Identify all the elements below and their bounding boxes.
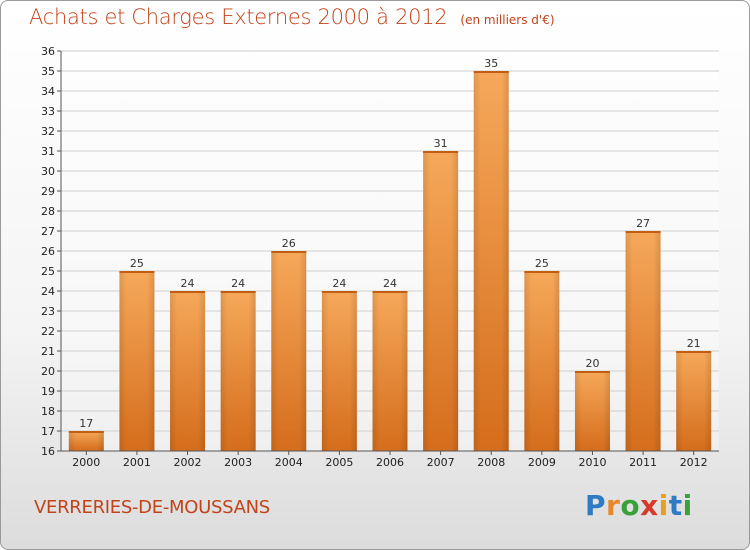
- x-tick-label: 2007: [427, 456, 455, 469]
- y-tick-label: 22: [41, 325, 55, 338]
- x-tick-label: 2011: [629, 456, 657, 469]
- logo-letter: x: [640, 489, 659, 522]
- x-tick-label: 2000: [72, 456, 100, 469]
- logo-letter: P: [585, 489, 607, 522]
- y-tick-label: 28: [41, 205, 55, 218]
- y-tick-label: 31: [41, 145, 55, 158]
- bar-top-edge: [271, 251, 307, 253]
- bar-value-label: 17: [79, 417, 93, 430]
- bar-top-edge: [119, 271, 155, 273]
- y-tick-label: 34: [41, 85, 55, 98]
- y-tick-label: 36: [41, 45, 55, 58]
- bar-top-edge: [321, 291, 357, 293]
- x-tick-label: 2004: [275, 456, 303, 469]
- bar-shade: [119, 271, 155, 451]
- bar-shade: [574, 371, 610, 451]
- x-tick-label: 2012: [680, 456, 708, 469]
- chart-title: Achats et Charges Externes 2000 à 2012: [29, 5, 448, 29]
- logo-letter: i: [658, 489, 669, 522]
- y-tick-label: 24: [41, 285, 55, 298]
- bar-shade: [676, 351, 712, 451]
- chart-title-block: Achats et Charges Externes 2000 à 2012 (…: [29, 5, 555, 29]
- y-tick-label: 19: [41, 385, 55, 398]
- bar-top-edge: [423, 151, 459, 153]
- y-tick-label: 20: [41, 365, 55, 378]
- bar-value-label: 20: [585, 357, 599, 370]
- bar-top-edge: [574, 371, 610, 373]
- y-tick-label: 33: [41, 105, 55, 118]
- bar-value-label: 24: [332, 277, 346, 290]
- bar-top-edge: [220, 291, 256, 293]
- y-tick-label: 23: [41, 305, 55, 318]
- y-tick-label: 26: [41, 245, 55, 258]
- bar-top-edge: [170, 291, 206, 293]
- bar-value-label: 31: [434, 137, 448, 150]
- x-tick-label: 2008: [477, 456, 505, 469]
- bar-shade: [170, 291, 206, 451]
- bar-shade: [372, 291, 408, 451]
- bar-shade: [473, 71, 509, 451]
- bar-top-edge: [68, 431, 104, 433]
- bar-shade: [220, 291, 256, 451]
- logo-letter: t: [668, 489, 683, 522]
- bar-shade: [271, 251, 307, 451]
- bar-shade: [423, 151, 459, 451]
- bar-shade: [321, 291, 357, 451]
- bar-top-edge: [473, 71, 509, 73]
- bar-shade: [524, 271, 560, 451]
- bar-value-label: 35: [484, 57, 498, 70]
- bar-value-label: 21: [687, 337, 701, 350]
- bar-top-edge: [676, 351, 712, 353]
- y-tick-label: 29: [41, 185, 55, 198]
- x-tick-label: 2002: [174, 456, 202, 469]
- bar-value-label: 24: [383, 277, 397, 290]
- bar-value-label: 25: [130, 257, 144, 270]
- bar-top-edge: [524, 271, 560, 273]
- bar-shade: [68, 431, 104, 451]
- logo-letter: r: [606, 489, 621, 522]
- y-tick-label: 32: [41, 125, 55, 138]
- bar-top-edge: [625, 231, 661, 233]
- logo-letter: o: [620, 489, 641, 522]
- proxiti-logo: Proxiti: [585, 489, 693, 522]
- x-tick-label: 2001: [123, 456, 151, 469]
- y-tick-label: 17: [41, 425, 55, 438]
- y-tick-label: 16: [41, 445, 55, 458]
- bar-value-label: 24: [181, 277, 195, 290]
- axes: 16 17 18 19 20 21 22 23 24 25 26 27 28 29 30 31 32 33 34 35…: [41, 45, 719, 469]
- chart-unit: (en milliers d'€): [460, 13, 555, 27]
- y-tick-label: 21: [41, 345, 55, 358]
- bar-shade: [625, 231, 661, 451]
- y-tick-label: 25: [41, 265, 55, 278]
- bars: 17 25 24 24 26 24 24 31 35 25 20 27 21: [68, 57, 712, 451]
- x-tick-label: 2009: [528, 456, 556, 469]
- x-tick-label: 2006: [376, 456, 404, 469]
- logo-letter: i: [682, 489, 693, 522]
- commune-name: VERRERIES-DE-MOUSSANS: [34, 497, 270, 518]
- y-tick-label: 35: [41, 65, 55, 78]
- bar-value-label: 24: [231, 277, 245, 290]
- bar-value-label: 27: [636, 217, 650, 230]
- y-tick-label: 30: [41, 165, 55, 178]
- x-tick-label: 2010: [578, 456, 606, 469]
- y-tick-label: 27: [41, 225, 55, 238]
- x-tick-label: 2005: [325, 456, 353, 469]
- bar-top-edge: [372, 291, 408, 293]
- bar-value-label: 25: [535, 257, 549, 270]
- bar-value-label: 26: [282, 237, 296, 250]
- y-tick-label: 18: [41, 405, 55, 418]
- x-tick-label: 2003: [224, 456, 252, 469]
